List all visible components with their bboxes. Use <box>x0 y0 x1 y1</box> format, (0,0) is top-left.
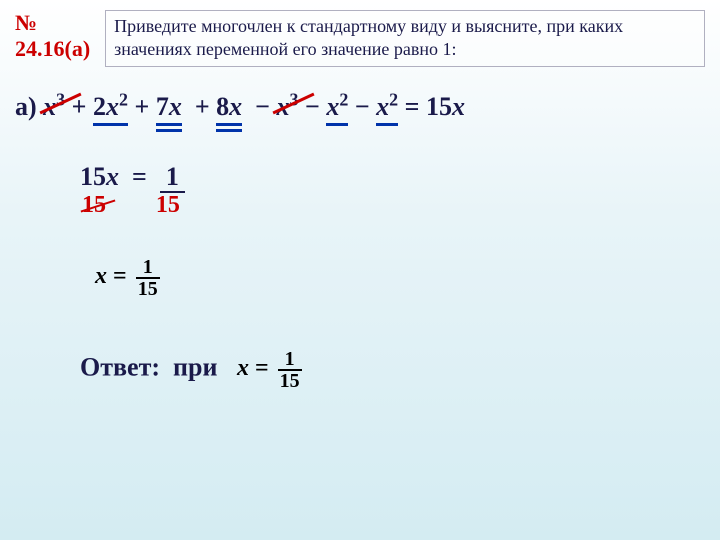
term-x2-a: x2 <box>326 92 348 122</box>
fraction: 1 15 <box>136 257 160 299</box>
main-expression: а) x3 + 2x2 + 7x + 8x − x3 − x2 − x2 = 1… <box>0 67 720 122</box>
denom-right: 15 <box>156 192 180 219</box>
problem-text: Приведите многочлен к стандартному виду … <box>105 10 705 67</box>
fraction: 1 15 <box>278 349 302 391</box>
rhs: 1 15 <box>160 162 185 192</box>
term-x3-first: x3 <box>43 92 65 122</box>
header: № 24.16(а) Приведите многочлен к стандар… <box>0 0 720 67</box>
step1-equation: 15x 15 = 1 15 <box>0 122 720 192</box>
result-term: 15x <box>426 92 465 121</box>
term-7x: 7x <box>156 92 182 122</box>
answer-label: Ответ: <box>80 352 160 381</box>
term-x2-b: x2 <box>376 92 398 122</box>
part-label: а) <box>15 92 37 121</box>
answer-word: при <box>173 352 217 381</box>
step2-result: x = 1 15 <box>0 192 720 299</box>
lhs: 15x 15 <box>80 162 119 192</box>
term-x3-second: x3 <box>276 92 298 122</box>
answer-row: Ответ: при x = 1 15 <box>0 299 720 391</box>
term-2x2: 2x2 <box>93 92 128 122</box>
problem-number: № 24.16(а) <box>15 10 90 62</box>
term-8x: 8x <box>216 92 242 122</box>
